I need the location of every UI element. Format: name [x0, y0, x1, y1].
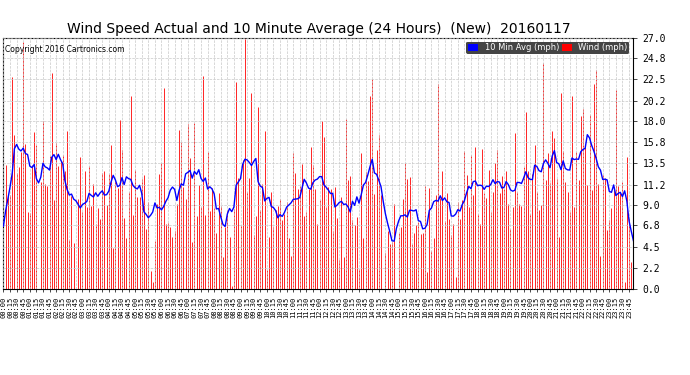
Title: Wind Speed Actual and 10 Minute Average (24 Hours)  (New)  20160117: Wind Speed Actual and 10 Minute Average … [67, 22, 570, 36]
Legend: 10 Min Avg (mph), Wind (mph): 10 Min Avg (mph), Wind (mph) [466, 42, 629, 54]
Text: Copyright 2016 Cartronics.com: Copyright 2016 Cartronics.com [5, 45, 124, 54]
